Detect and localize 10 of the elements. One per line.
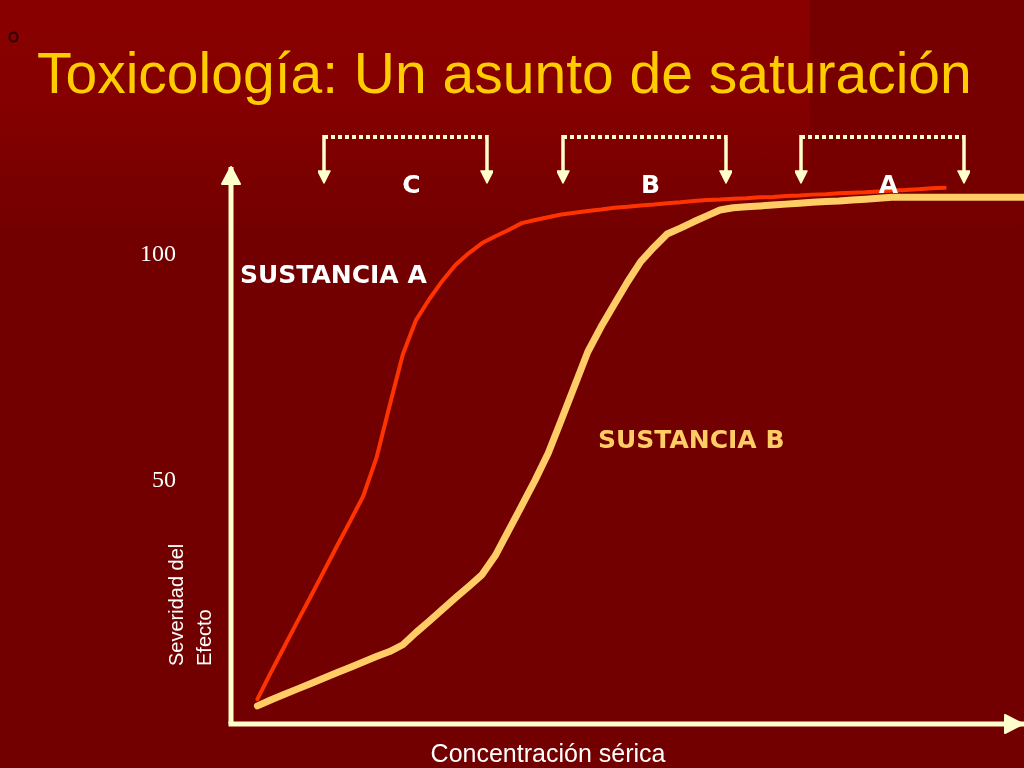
x-axis-title: Concentración sérica — [429, 739, 667, 767]
y-axis-title: Severidad del Efecto — [164, 542, 216, 666]
annotation: A — [877, 170, 900, 199]
series-label: SUSTANCIA B — [598, 425, 785, 454]
series-label: SUSTANCIA A — [240, 260, 427, 289]
annotation: C — [401, 170, 422, 199]
chart-title: Toxicología: Un asunto de saturación — [37, 41, 972, 105]
annotation: B — [639, 170, 662, 199]
y-tick-label: 50 — [152, 466, 176, 493]
y-tick-label: 100 — [140, 239, 176, 266]
